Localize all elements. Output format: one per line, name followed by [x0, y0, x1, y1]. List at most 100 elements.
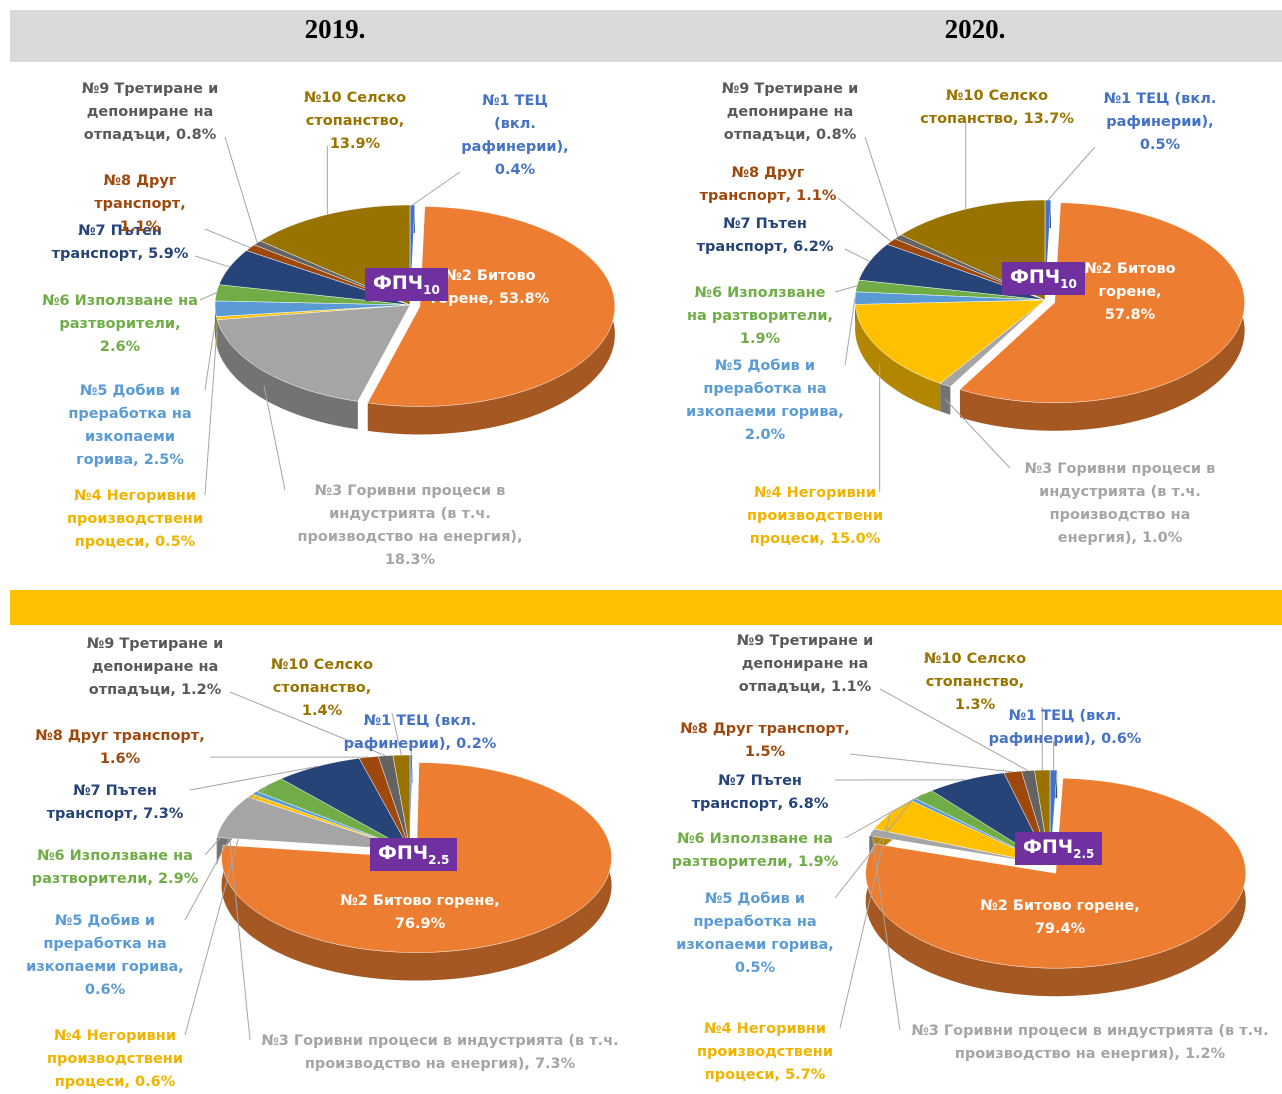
center-label-text: ФПЧ [378, 842, 428, 864]
leader-line [845, 298, 855, 365]
slice-value: 5.7% [785, 1067, 825, 1083]
slice-value: 1.1% [120, 219, 160, 235]
slice-value: 0.4% [495, 162, 535, 178]
slice-name: №5 Добив и преработка на изкопаеми горив… [26, 913, 184, 975]
slice-label: №3 Горивни процеси в индустрията (в т.ч.… [1010, 458, 1230, 550]
slice-label: №7 Пътен транспорт, 6.8% [685, 770, 835, 816]
slice-name: №3 Горивни процеси в индустрията (в т.ч.… [297, 483, 522, 545]
slice-value: 1.1% [831, 679, 871, 695]
leader-line [195, 256, 230, 267]
slice-name: №10 Селско стопанство, [271, 657, 373, 696]
slice-label: №5 Добив и преработка на изкопаеми горив… [55, 380, 205, 472]
slice-value: 0.6% [1101, 731, 1141, 747]
slice-name: №7 Пътен транспорт, [697, 216, 807, 255]
slice-name: №2 Битово горене, [340, 893, 499, 909]
slice-name: №5 Добив и преработка на изкопаеми горив… [686, 358, 844, 420]
slice-value: 7.3% [143, 806, 183, 822]
slice-value: 2.6% [100, 339, 140, 355]
slice-label: №5 Добив и преработка на изкопаеми горив… [685, 355, 845, 447]
slice-value: 0.5% [1140, 137, 1180, 153]
leader-line [200, 293, 216, 300]
slice-label: №8 Друг транспорт, 1.6% [30, 725, 210, 771]
slice-label: №3 Горивни процеси в индустрията (в т.ч.… [285, 480, 535, 572]
slice-name: №2 Битово горене, [980, 898, 1139, 914]
slice-value: 6.8% [788, 796, 828, 812]
slice-value: 13.9% [330, 136, 380, 152]
slice-label: №4 Негоривни производствени процеси, 15.… [745, 482, 885, 551]
center-label-subscript: 2.5 [428, 853, 449, 867]
slice-value: 7.3% [535, 1056, 575, 1072]
leader-line [835, 286, 857, 292]
slice-value: 0.5% [155, 534, 195, 550]
slice-label: №10 Селско стопанство, 13.7% [917, 85, 1077, 131]
slice-value: 2.9% [158, 871, 198, 887]
slice-label: №8 Друг транспорт, 1.5% [680, 718, 850, 764]
slice-label: №8 Друг транспорт, 1.1% [698, 162, 838, 208]
slice-label: №8 Друг транспорт, 1.1% [75, 170, 205, 239]
slice-value: 0.6% [85, 982, 125, 998]
slice-label: №10 Селско стопанство, 1.4% [252, 654, 392, 723]
slice-label: №9 Третиране и депониране на отпадъци, 0… [75, 78, 225, 147]
slice-label: №10 Селско стопанство, 1.3% [905, 648, 1045, 717]
leader-line [865, 137, 898, 237]
center-label-text: ФПЧ [373, 272, 423, 294]
slice-label: №5 Добив и преработка на изкопаеми горив… [25, 910, 185, 1002]
slice-label: №7 Пътен транспорт, 7.3% [40, 780, 190, 826]
leader-line [225, 137, 257, 243]
slice-value: 18.3% [385, 552, 435, 568]
slice-label: №3 Горивни процеси в индустрията (в т.ч.… [250, 1030, 630, 1076]
slice-label: №4 Негоривни производствени процеси, 5.7… [690, 1018, 840, 1087]
slice-label: №2 Битово горене, 79.4% [960, 895, 1160, 941]
slice-value: 76.9% [395, 916, 445, 932]
slice-label: №9 Третиране и депониране на отпадъци, 1… [730, 630, 880, 699]
slice-name: №8 Друг транспорт, [680, 721, 849, 737]
center-label-subscript: 10 [1060, 277, 1077, 291]
slice-value: 1.6% [100, 751, 140, 767]
slice [410, 755, 412, 850]
slice-name: №10 Селско стопанство, [924, 651, 1026, 690]
slice-label: №6 Използване на разтворители, 1.9% [685, 282, 835, 351]
slice-label: №2 Битово горене, 53.8% [430, 265, 550, 311]
slice-value: 15.0% [830, 531, 880, 547]
slice-name: №7 Пътен транспорт, [47, 783, 157, 822]
leader-line [412, 172, 460, 205]
center-label: ФПЧ10 [1002, 262, 1085, 295]
slice-label: №6 Използване на разтворители, 2.6% [40, 290, 200, 359]
slice-name: №5 Добив и преработка на изкопаеми горив… [676, 891, 834, 953]
slice-label: №6 Използване на разтворители, 2.9% [25, 845, 205, 891]
slice-value: 1.9% [740, 331, 780, 347]
slice-name: №8 Друг транспорт, [700, 165, 805, 204]
leader-line [850, 754, 1013, 772]
slice-value: 1.0% [1142, 530, 1182, 546]
slice-label: №2 Битово горене, 76.9% [320, 890, 520, 936]
slice-value: 0.8% [176, 127, 216, 143]
slice-name: №1 ТЕЦ (вкл. рафинерии), [461, 93, 568, 155]
slice-label: №6 Използване на разтворители, 1.9% [665, 828, 845, 874]
slice-value: 13.7% [1024, 111, 1074, 127]
slice-value: 53.8% [499, 291, 549, 307]
slice-label: №9 Третиране и депониране на отпадъци, 0… [715, 78, 865, 147]
leader-line [1048, 147, 1095, 200]
slice-value: 0.8% [816, 127, 856, 143]
leader-line [205, 229, 250, 248]
center-label-text: ФПЧ [1023, 836, 1073, 858]
separator-bar [10, 590, 1282, 625]
slice-label: №2 Битово горене, 57.8% [1075, 258, 1185, 327]
slice-name: №7 Пътен транспорт, [692, 773, 802, 812]
slice-value: 1.4% [302, 703, 342, 719]
slice-value: 1.5% [745, 744, 785, 760]
slice-value: 2.0% [745, 427, 785, 443]
slice-value: 1.2% [1185, 1046, 1225, 1062]
slice-label: №4 Негоривни производствени процеси, 0.6… [45, 1025, 185, 1094]
slice-label: №3 Горивни процеси в индустрията (в т.ч.… [900, 1020, 1280, 1066]
slice-value: 1.1% [796, 188, 836, 204]
center-label-subscript: 10 [423, 283, 440, 297]
slice-name: №1 ТЕЦ (вкл. рафинерии), [1104, 91, 1217, 130]
slice-value: 1.3% [955, 697, 995, 713]
center-label: ФПЧ2.5 [1015, 832, 1102, 865]
slice-label: №1 ТЕЦ (вкл. рафинерии), 0.4% [460, 90, 570, 182]
leader-line [845, 249, 870, 261]
slice-label: №10 Селско стопанство, 13.9% [285, 87, 425, 156]
center-label-subscript: 2.5 [1073, 847, 1094, 861]
column-title: 2019. [235, 14, 435, 45]
